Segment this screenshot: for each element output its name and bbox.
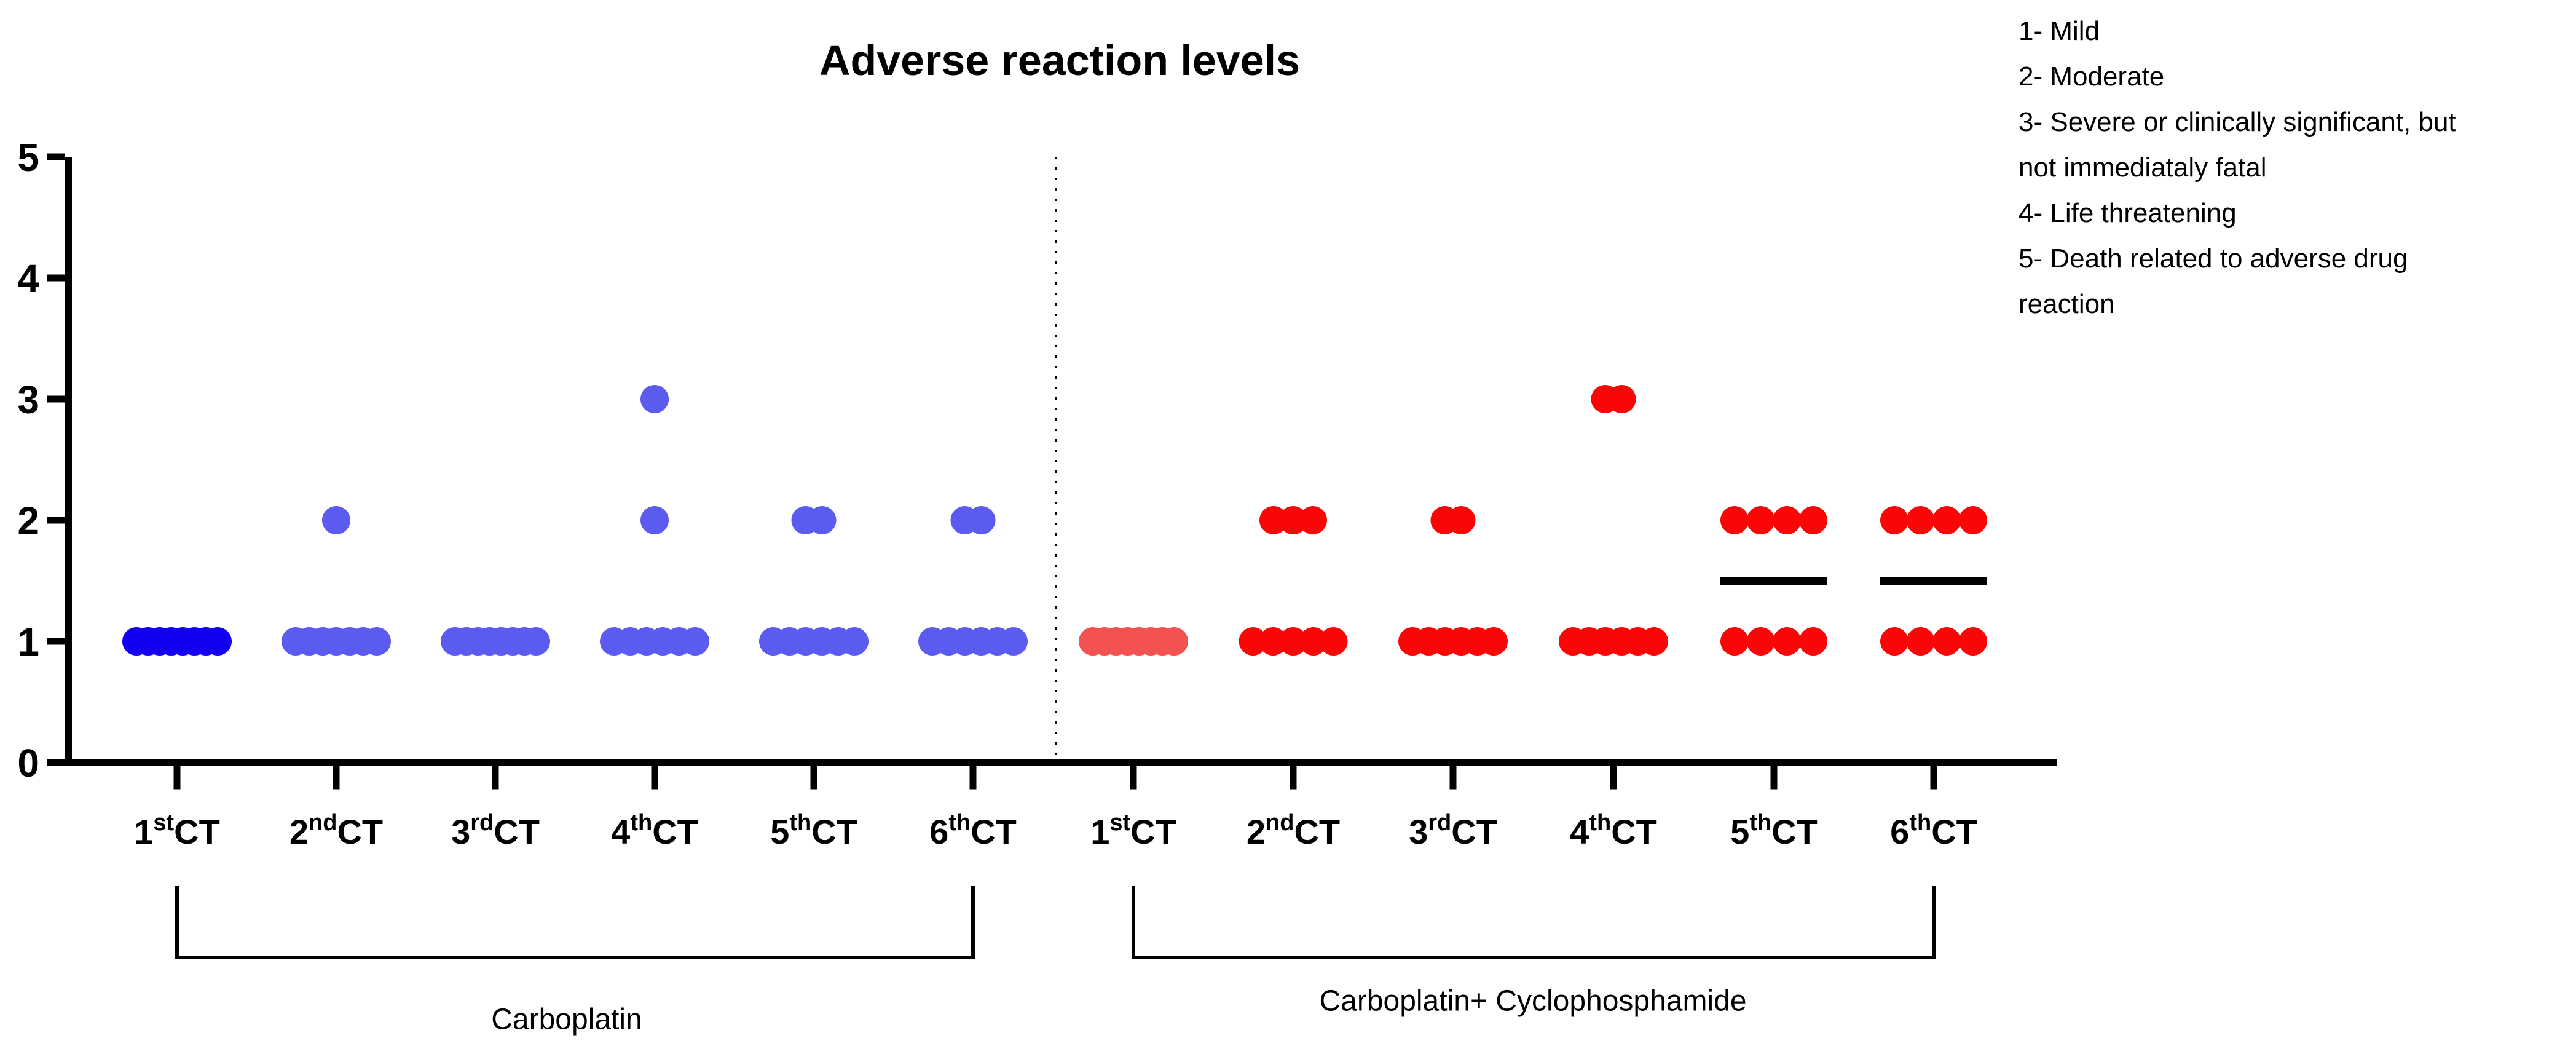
chart-title: Adverse reaction levels: [819, 36, 1301, 84]
x-axis-tick: [1449, 766, 1457, 790]
group-label-carboplatin: Carboplatin: [491, 1003, 642, 1036]
median-line: [1880, 577, 1987, 585]
y-axis-tick-label: 4: [17, 256, 39, 301]
data-point: [1880, 627, 1908, 656]
y-axis-tick-label: 3: [17, 378, 39, 422]
x-axis-column-label: 1stCT: [134, 810, 220, 851]
data-point: [1746, 627, 1775, 656]
data-point: [1880, 506, 1908, 534]
data-point: [1299, 627, 1328, 656]
data-point: [1479, 627, 1508, 656]
x-axis-column-label: 4thCT: [1570, 810, 1657, 851]
x-axis-tick: [651, 766, 658, 790]
data-point: [840, 627, 869, 656]
data-point: [322, 506, 350, 534]
data-point: [1279, 627, 1307, 656]
data-point: [1799, 627, 1827, 656]
x-axis-tick: [1930, 766, 1937, 790]
data-point: [681, 627, 709, 656]
y-axis-tick: [47, 274, 65, 282]
x-axis-column-label: 4thCT: [611, 810, 698, 851]
group-bracket: [175, 886, 975, 959]
data-point: [1640, 627, 1668, 656]
data-point: [1746, 506, 1775, 534]
group-bracket: [1132, 886, 1936, 959]
data-point: [1239, 627, 1267, 656]
x-axis-tick: [1130, 766, 1137, 790]
x-axis-column-label: 1stCT: [1090, 810, 1176, 851]
x-axis-column-label: 5thCT: [1730, 810, 1818, 851]
y-axis-tick: [47, 759, 65, 766]
data-point: [1773, 506, 1802, 534]
data-point: [1160, 627, 1188, 656]
data-point: [203, 627, 232, 656]
legend-line: 1- Mild: [2019, 16, 2100, 46]
x-axis-line: [65, 759, 2057, 766]
data-point: [1906, 627, 1935, 656]
x-axis-column-label: 3rdCT: [1409, 810, 1497, 851]
data-point: [1720, 506, 1749, 534]
median-line: [1720, 577, 1827, 585]
y-axis-tick: [47, 517, 65, 524]
y-axis-tick-label: 5: [17, 135, 39, 180]
data-point: [1259, 627, 1288, 656]
x-axis-tick: [1290, 766, 1297, 790]
data-point: [1447, 506, 1476, 534]
data-point: [1906, 506, 1935, 534]
data-point: [967, 506, 996, 534]
severity-legend: 1- Mild 2- Moderate 3- Severe or clinicall…: [2019, 9, 2576, 327]
legend-line: 3- Severe or clinically significant, but: [2019, 107, 2456, 137]
data-point: [1959, 627, 1987, 656]
data-point: [640, 385, 669, 413]
x-axis-tick: [810, 766, 817, 790]
group-label-carboplatin-cyclophosphamide: Carboplatin+ Cyclophosphamide: [1319, 985, 1747, 1018]
data-point: [522, 627, 550, 656]
x-axis-tick: [173, 766, 181, 790]
x-axis-tick: [969, 766, 977, 790]
x-axis-tick: [492, 766, 499, 790]
data-point: [1932, 627, 1961, 656]
y-axis-tick: [47, 153, 65, 160]
legend-line: 5- Death related to adverse drug: [2019, 244, 2408, 274]
x-axis-column-label: 6thCT: [929, 810, 1017, 851]
legend-line: reaction: [2019, 289, 2115, 319]
x-axis-column-label: 3rdCT: [451, 810, 540, 851]
data-point: [1319, 627, 1348, 656]
data-point: [1299, 506, 1327, 534]
x-axis-column-label: 2ndCT: [290, 810, 383, 851]
y-axis-tick: [47, 395, 65, 403]
data-point: [1607, 385, 1636, 413]
data-point: [1720, 627, 1749, 656]
legend-line: 2- Moderate: [2019, 61, 2165, 92]
data-point: [1959, 506, 1987, 534]
data-point: [1799, 506, 1827, 534]
y-axis-tick-label: 0: [17, 741, 39, 785]
legend-line: 4- Life threatening: [2019, 198, 2237, 228]
data-point: [1773, 627, 1802, 656]
data-point: [1932, 506, 1961, 534]
data-point: [1279, 506, 1307, 534]
x-axis-column-label: 6thCT: [1890, 810, 1977, 851]
x-axis-column-label: 2ndCT: [1247, 810, 1340, 851]
data-point: [999, 627, 1028, 656]
y-axis-tick: [47, 638, 65, 645]
x-axis-column-label: 5thCT: [770, 810, 857, 851]
x-axis-tick: [333, 766, 340, 790]
y-axis-line: [65, 157, 72, 766]
x-axis-tick: [1610, 766, 1617, 790]
legend-line: not immediataly fatal: [2019, 153, 2267, 183]
data-point: [640, 506, 669, 534]
y-axis-tick-label: 2: [17, 499, 39, 543]
data-point: [363, 627, 391, 656]
data-point: [808, 506, 837, 534]
data-point: [1259, 506, 1288, 534]
y-axis-tick-label: 1: [17, 620, 39, 664]
x-axis-tick: [1770, 766, 1778, 790]
